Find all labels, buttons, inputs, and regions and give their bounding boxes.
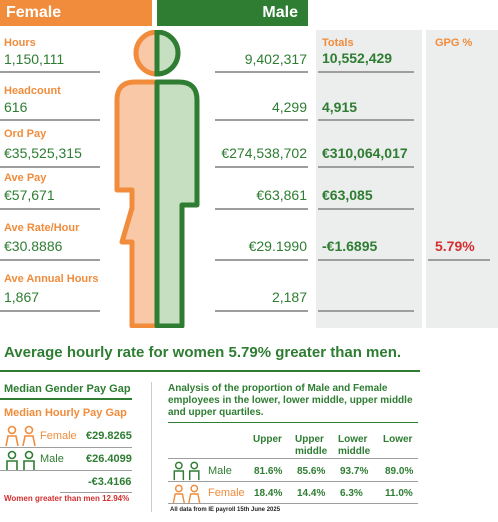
ave-pay-total-divider [318, 208, 414, 210]
ave-rate-male-value: €29.1990 [248, 238, 307, 254]
hours-female-divider [0, 71, 100, 73]
ord-pay-male-divider [215, 166, 308, 168]
ave-pay-label: Ave Pay [4, 172, 47, 184]
ave-annual-hours-female-divider [0, 310, 100, 312]
median-title: Median Gender Pay Gap [4, 383, 131, 395]
quartile-male-upper-middle: 85.6% [297, 466, 326, 477]
person-figure-icon [114, 30, 200, 328]
ord-pay-female-divider [0, 166, 100, 168]
male-header: Male [157, 0, 308, 26]
male-people-icon [6, 450, 35, 471]
ave-rate-gpg-divider [428, 259, 490, 261]
median-female-label: Female [40, 430, 77, 442]
female-header: Female [0, 0, 152, 26]
ave-annual-hours-label: Ave Annual Hours [4, 273, 99, 285]
median-gap-note: Women greater than men 12.94% [4, 494, 130, 503]
hours-male-divider [215, 71, 308, 73]
hours-total-value: 10,552,429 [322, 50, 393, 66]
headcount-male-value: 4,299 [271, 99, 307, 115]
hours-female-value: 1,150,111 [4, 51, 65, 67]
quartile-header-upper-middle: Upper middle [295, 434, 328, 457]
median-female-divider [0, 447, 132, 448]
quartile-male-lower: 89.0% [385, 466, 414, 477]
ave-rate-total-divider [318, 259, 414, 261]
ave-pay-total-value: €63,085 [322, 187, 373, 203]
ave-annual-hours-female-value: 1,867 [4, 289, 40, 305]
quartiles-title: Analysis of the proportion of Male and F… [168, 383, 413, 418]
median-male-label: Male [40, 453, 64, 465]
median-female-value: €29.8265 [86, 430, 132, 442]
ave-pay-male-value: €63,861 [256, 187, 307, 203]
ord-pay-total-value: €310,064,017 [322, 145, 408, 161]
median-male-value: €26.4099 [86, 453, 132, 465]
ord-pay-male-value: €274,538,702 [221, 145, 307, 161]
quartile-male-label: Male [208, 465, 232, 477]
quartile-female-lower-middle: 6.3% [340, 488, 363, 499]
hours-total-divider [318, 71, 414, 73]
quartile-male-upper: 81.6% [254, 466, 283, 477]
quartile-header-upper: Upper [253, 434, 282, 445]
quartiles-title-divider [168, 422, 418, 423]
quartile-female-icon [172, 484, 201, 504]
median-difference-value: -€3.4166 [88, 476, 132, 488]
ave-pay-male-divider [215, 208, 308, 210]
ave-rate-total-value: -€1.6895 [322, 238, 378, 254]
ave-pay-female-divider [0, 208, 100, 210]
median-title-divider [0, 398, 132, 400]
median-subtitle: Median Hourly Pay Gap [4, 407, 127, 419]
quartile-female-upper: 18.4% [254, 488, 283, 499]
ave-rate-gpg-value: 5.79% [435, 238, 475, 254]
quartile-female-label: Female [208, 487, 245, 499]
ord-pay-label: Ord Pay [4, 128, 47, 140]
quartile-header-lower: Lower [383, 434, 413, 445]
ave-rate-male-divider [215, 259, 308, 261]
quartile-male-lower-middle: 93.7% [340, 466, 369, 477]
ave-annual-hours-total-divider [318, 310, 414, 312]
headcount-total-divider [318, 119, 414, 121]
section-divider [151, 382, 152, 512]
headcount-label: Headcount [4, 85, 61, 97]
quartiles-header-divider [168, 458, 418, 459]
ord-pay-female-value: €35,525,315 [4, 145, 82, 161]
ord-pay-total-divider [318, 166, 414, 168]
quartile-female-lower: 11.0% [385, 488, 413, 499]
ave-rate-female-value: €30.8886 [4, 238, 63, 254]
footnote: All data from IE payroll 15th June 2025 [170, 507, 281, 513]
headcount-female-value: 616 [4, 99, 28, 115]
headline-summary: Average hourly rate for women 5.79% grea… [4, 344, 402, 361]
headcount-female-divider [0, 119, 100, 121]
totals-panel [316, 30, 422, 328]
quartile-male-divider [168, 481, 418, 482]
ave-annual-hours-male-divider [215, 310, 308, 312]
totals-column-header: Totals [322, 37, 354, 49]
hours-label: Hours [4, 37, 36, 49]
quartile-header-lower-middle: Lower middle [338, 434, 371, 457]
headcount-total-value: 4,915 [322, 99, 358, 115]
female-people-icon [5, 425, 36, 447]
quartile-female-divider [168, 503, 418, 504]
headline-divider [0, 370, 420, 372]
ave-rate-label: Ave Rate/Hour [4, 222, 80, 234]
gpg-column-header: GPG % [435, 37, 473, 49]
ave-rate-female-divider [0, 259, 100, 261]
headcount-male-divider [215, 119, 308, 121]
gpg-panel [426, 30, 498, 328]
ave-pay-female-value: €57,671 [4, 187, 55, 203]
quartile-male-icon [173, 461, 200, 481]
hours-male-value: 9,402,317 [244, 51, 307, 67]
ave-annual-hours-male-value: 2,187 [271, 289, 307, 305]
median-difference-divider [60, 492, 132, 493]
median-male-divider [0, 470, 132, 471]
quartile-female-upper-middle: 14.4% [297, 488, 326, 499]
